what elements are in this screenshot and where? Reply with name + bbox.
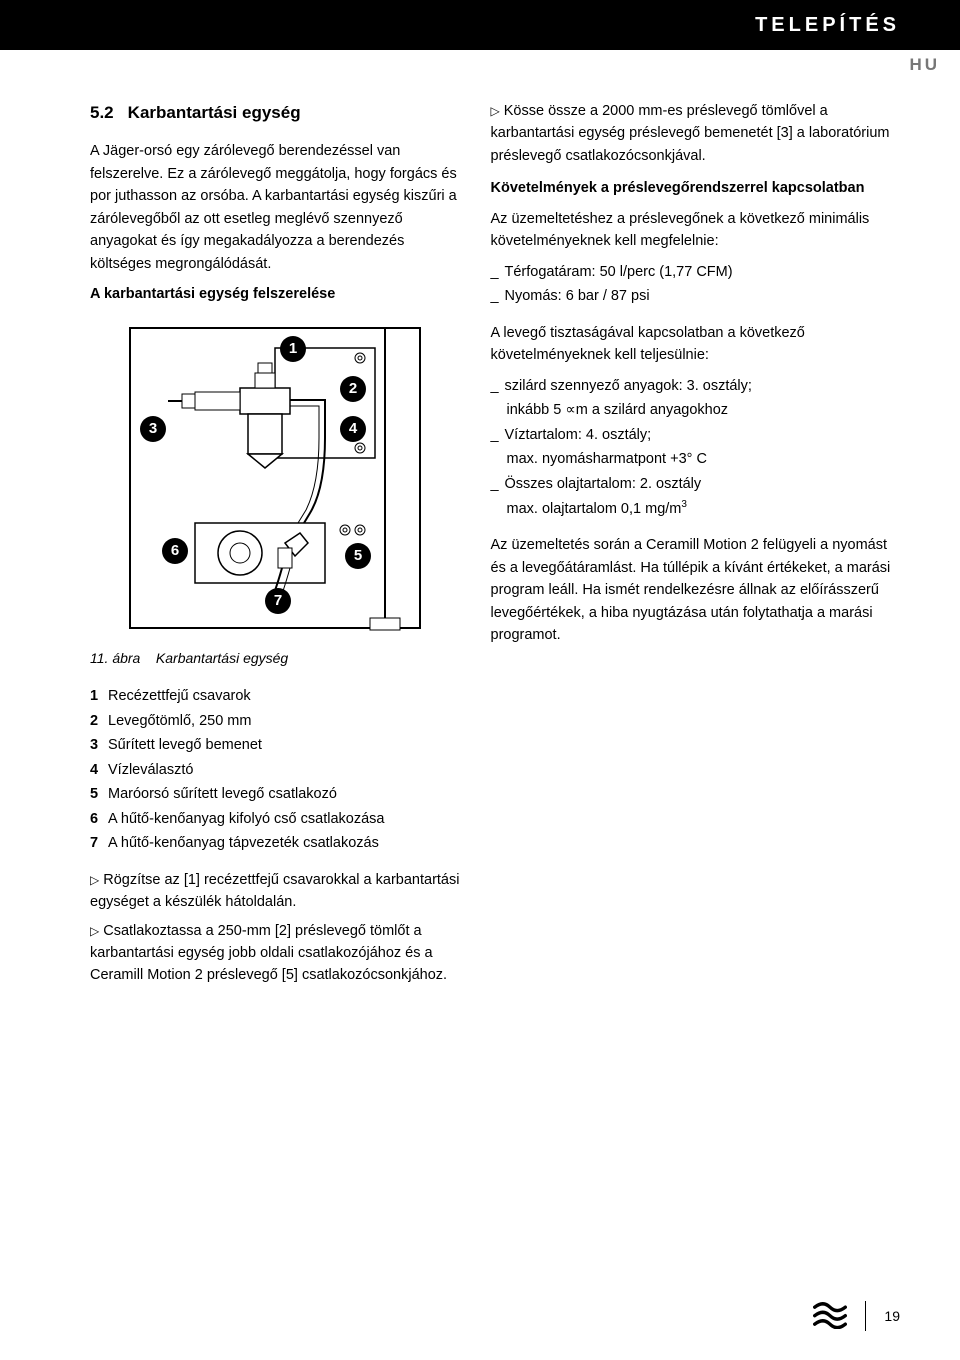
callout-2: 2 (340, 376, 366, 402)
callout-3: 3 (140, 416, 166, 442)
req-1: Térfogatáram: 50 l/perc (1,77 CFM) (505, 264, 733, 280)
page-number: 19 (884, 1308, 900, 1324)
cleanliness-list: _szilárd szennyező anyagok: 3. osztály; … (491, 375, 901, 521)
figure-caption-num: 11. ábra (90, 650, 140, 666)
legend-item: 1Recézettfejű csavarok (90, 685, 461, 707)
content-area: 5.2 Karbantartási egység A Jäger-orsó eg… (0, 50, 960, 993)
language-tag: HU (909, 55, 940, 75)
callout-5: 5 (345, 543, 371, 569)
callout-4: 4 (340, 416, 366, 442)
clean-3b-sup: 3 (681, 499, 687, 510)
legend-item: 2Levegőtömlő, 250 mm (90, 710, 461, 732)
step-2: Csatlakoztassa a 250-mm [2] préslevegő t… (90, 920, 461, 987)
legend-item: 4Vízleválasztó (90, 759, 461, 781)
legend-item: 3Sűrített levegő bemenet (90, 734, 461, 756)
footer-divider (865, 1301, 866, 1331)
clean-3a: Összes olajtartalom: 2. osztály (505, 476, 702, 492)
step-3: Kösse össze a 2000 mm-es préslevegő töml… (491, 100, 901, 167)
figure-maintenance-unit: 1 2 3 4 5 6 7 (90, 318, 450, 638)
legend-item: 5Maróorsó sűrített levegő csatlakozó (90, 783, 461, 805)
requirements-intro: Az üzemeltetéshez a préslevegőnek a köve… (491, 208, 901, 253)
left-column: 5.2 Karbantartási egység A Jäger-orsó eg… (90, 100, 461, 993)
clean-2b: max. nyomásharmatpont +3° C (507, 451, 707, 467)
section-title: Karbantartási egység (128, 103, 301, 122)
figure-caption: 11. ábra Karbantartási egység (90, 648, 461, 670)
clean-1b: inkább 5 ∝m a szilárd anyagokhoz (507, 402, 729, 418)
intro-paragraph: A Jäger-orsó egy zárólevegő berendezésse… (90, 140, 461, 275)
legend-item: 6A hűtő-kenőanyag kifolyó cső csatlakozá… (90, 808, 461, 830)
callout-1: 1 (280, 336, 306, 362)
legend-list: 1Recézettfejű csavarok 2Levegőtömlő, 250… (90, 685, 461, 854)
section-heading: 5.2 Karbantartási egység (90, 100, 461, 126)
cleanliness-intro: A levegő tisztaságával kapcsolatban a kö… (491, 322, 901, 367)
requirements-heading: Követelmények a préslevegőrendszerrel ka… (491, 177, 901, 199)
footer: 19 (813, 1299, 900, 1332)
callout-6: 6 (162, 538, 188, 564)
clean-3b: max. olajtartalom 0,1 mg/m (507, 501, 682, 517)
legend-item: 7A hűtő-kenőanyag tápvezeték csatlakozás (90, 832, 461, 854)
section-number: 5.2 (90, 103, 114, 122)
requirements-list: _Térfogatáram: 50 l/perc (1,77 CFM) _Nyo… (491, 261, 901, 308)
callout-7: 7 (265, 588, 291, 614)
step-1: Rögzítse az [1] recézettfejű csavarokkal… (90, 869, 461, 914)
clean-2a: Víztartalom: 4. osztály; (505, 427, 652, 443)
monitoring-paragraph: Az üzemeltetés során a Ceramill Motion 2… (491, 534, 901, 646)
req-2: Nyomás: 6 bar / 87 psi (505, 288, 650, 304)
wave-logo-icon (813, 1299, 847, 1332)
clean-1a: szilárd szennyező anyagok: 3. osztály; (505, 378, 752, 394)
header-bar: TELEPÍTÉS (0, 0, 960, 50)
right-column: Kösse össze a 2000 mm-es préslevegő töml… (491, 100, 901, 993)
figure-caption-text: Karbantartási egység (156, 650, 288, 666)
subheading-install: A karbantartási egység felszerelése (90, 283, 461, 305)
header-title: TELEPÍTÉS (755, 14, 900, 37)
